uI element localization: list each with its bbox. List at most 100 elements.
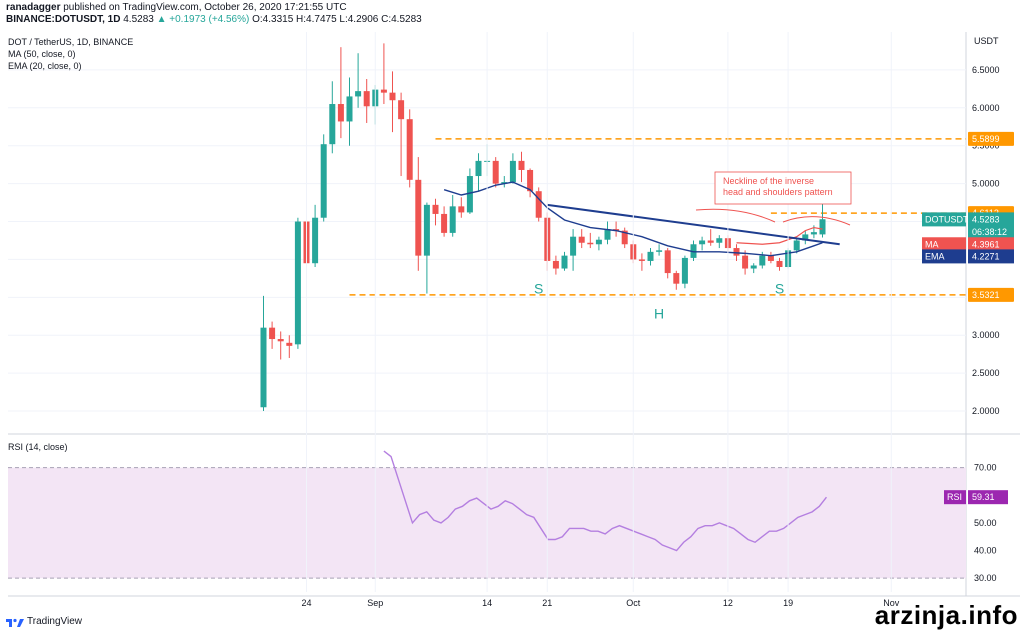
candle-down[interactable] — [458, 206, 465, 213]
price-tag-value-bg — [968, 249, 1014, 264]
candle-up[interactable] — [423, 204, 430, 256]
candle-up[interactable] — [312, 217, 319, 264]
site-watermark: arzinja.info — [874, 600, 1018, 630]
candle-up[interactable] — [449, 206, 456, 233]
rsi-tick-label: 50.00 — [974, 518, 997, 528]
annotation-arrow-left — [695, 208, 776, 223]
candle-up[interactable] — [759, 255, 766, 266]
candle-down[interactable] — [578, 236, 585, 243]
candle-up[interactable] — [320, 144, 327, 218]
candle-down[interactable] — [380, 89, 387, 93]
rsi-tag-name-bg — [944, 490, 966, 505]
rsi-tag-value-bg — [968, 490, 1008, 505]
candle-up[interactable] — [819, 219, 826, 235]
ohlc-values: O:4.3315 H:4.7475 L:4.2906 C:4.5283 — [252, 14, 422, 25]
level-price-label: 3.5321 — [972, 290, 1000, 300]
last-price: 4.5283 — [123, 14, 154, 25]
candle-down[interactable] — [742, 255, 749, 269]
candle-up[interactable] — [595, 239, 602, 245]
annotation-arrow-right — [782, 216, 851, 226]
rsi-tick-label: 30.00 — [974, 573, 997, 583]
candle-up[interactable] — [604, 229, 611, 240]
candle-down[interactable] — [406, 119, 413, 180]
candle-up[interactable] — [346, 96, 353, 122]
candle-down[interactable] — [286, 342, 293, 346]
candle-up[interactable] — [355, 91, 362, 97]
pattern-label-s: S — [775, 281, 784, 297]
candle-down[interactable] — [441, 213, 448, 233]
candle-up[interactable] — [802, 234, 809, 241]
rsi-line[interactable] — [383, 450, 828, 552]
candle-down[interactable] — [389, 92, 396, 101]
candle-up[interactable] — [561, 255, 568, 269]
time-tick-label: 14 — [482, 598, 492, 608]
candle-down[interactable] — [518, 160, 525, 170]
candle-down[interactable] — [415, 179, 422, 256]
publish-line: ranadagger published on TradingView.com,… — [6, 2, 347, 13]
candle-down[interactable] — [552, 260, 559, 269]
candle-up[interactable] — [570, 236, 577, 256]
candle-up[interactable] — [501, 182, 508, 184]
price-pane[interactable]: 2.00002.50003.00003.50004.00004.50005.00… — [8, 32, 1020, 596]
chart-canvas[interactable]: 2.00002.50003.00003.50004.00004.50005.00… — [0, 0, 1024, 610]
neckline-trendline[interactable] — [547, 203, 840, 246]
candle-up[interactable] — [647, 251, 654, 261]
candle-down[interactable] — [587, 242, 594, 245]
neckline-annotation[interactable]: Neckline of the inverse head and shoulde… — [695, 171, 852, 226]
candle-down[interactable] — [767, 255, 774, 261]
pair-legend: DOT / TetherUS, 1D, BINANCE — [8, 37, 133, 47]
candle-up[interactable] — [681, 257, 688, 284]
time-tick-label: 12 — [723, 598, 733, 608]
ma50-line[interactable] — [736, 226, 823, 245]
candle-down[interactable] — [638, 259, 645, 261]
candle-down[interactable] — [535, 191, 542, 218]
candle-down[interactable] — [363, 91, 370, 107]
level-price-tag — [968, 287, 1014, 302]
price-tag-value-bg — [968, 237, 1014, 252]
candle-down[interactable] — [733, 248, 740, 256]
candle-down[interactable] — [398, 100, 405, 120]
candle-up[interactable] — [699, 240, 706, 245]
rsi-tick-label: 70.00 — [974, 463, 997, 473]
publisher-name[interactable]: ranadagger — [6, 2, 61, 13]
candle-up[interactable] — [329, 104, 336, 145]
candle-down[interactable] — [621, 230, 628, 245]
candle-down[interactable] — [776, 260, 783, 268]
candle-up[interactable] — [793, 240, 800, 251]
ma-legend: MA (50, close, 0) — [8, 49, 76, 59]
candle-up[interactable] — [690, 244, 697, 258]
time-tick-label: Nov — [883, 598, 900, 608]
price-tag-value: 06:38:12 — [972, 227, 1007, 237]
price-tag-value: 4.5283 — [972, 214, 1000, 224]
currency-label: USDT — [974, 36, 999, 46]
rsi-tick-label: 40.00 — [974, 546, 997, 556]
price-tick-label: 6.0000 — [972, 103, 1000, 113]
candle-down[interactable] — [277, 339, 284, 342]
candle-up[interactable] — [260, 327, 267, 408]
candle-down[interactable] — [664, 250, 671, 274]
annotation-line-2: head and shoulders pattern — [723, 187, 833, 197]
tradingview-logo[interactable]: TradingView — [6, 616, 82, 627]
candle-down[interactable] — [337, 104, 344, 122]
candle-up[interactable] — [294, 221, 301, 345]
candle-up[interactable] — [810, 232, 817, 235]
candle-up[interactable] — [716, 238, 723, 243]
candle-down[interactable] — [673, 273, 680, 284]
candle-up[interactable] — [656, 250, 663, 252]
candle-up[interactable] — [509, 160, 516, 183]
candle-up[interactable] — [750, 265, 757, 269]
candle-down[interactable] — [613, 229, 620, 231]
candle-down[interactable] — [269, 327, 276, 340]
rsi-legend: RSI (14, close) — [8, 442, 68, 452]
candle-down[interactable] — [707, 240, 714, 243]
candle-up[interactable] — [466, 176, 473, 213]
candle-down[interactable] — [527, 169, 534, 192]
candle-down[interactable] — [492, 160, 499, 184]
symbol-line: BINANCE:DOTUSDT, 1D 4.5283 ▲ +0.1973 (+4… — [6, 14, 422, 25]
time-axis[interactable]: 24 Sep 14 21 Oct 12 19 Nov — [8, 32, 1020, 608]
candle-up[interactable] — [475, 160, 482, 177]
candle-down[interactable] — [432, 204, 439, 214]
ema20-line[interactable] — [443, 181, 823, 257]
price-tag-name: MA — [925, 239, 939, 249]
